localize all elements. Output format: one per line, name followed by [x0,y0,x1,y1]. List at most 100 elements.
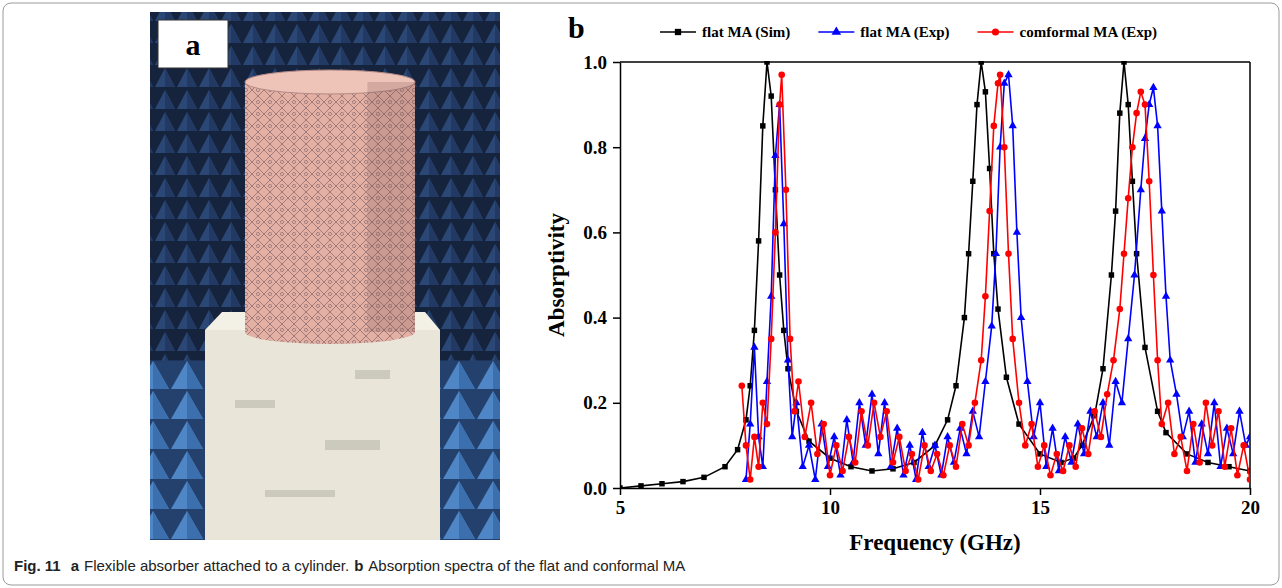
data-point [945,417,950,422]
data-point [880,398,888,405]
caption-letter: b [354,557,363,574]
data-point [858,408,865,415]
data-point [978,357,985,364]
data-point [965,442,972,449]
data-point [978,61,983,65]
data-point [928,468,935,475]
tick-mark [1040,488,1042,495]
tick: 5 [616,488,626,518]
data-point [934,451,941,458]
data-point [1041,442,1048,449]
data-point [768,93,773,98]
data-point [868,389,876,396]
data-point [1022,442,1029,449]
data-point [1165,400,1172,407]
data-point [805,441,813,448]
data-point [906,441,914,448]
data-point [1079,425,1086,432]
data-point [1184,468,1191,475]
data-point [1209,442,1216,449]
data-point [1138,89,1145,96]
data-point [1222,463,1229,470]
tick: 0.6 [583,222,620,243]
data-point [1028,421,1035,428]
data-point [820,421,827,428]
legend-item: flat MA (Sim) [660,24,790,41]
data-point [1009,121,1017,128]
data-point [1004,70,1012,77]
data-point [787,336,794,343]
data-point [972,400,979,407]
data-point [877,434,884,441]
data-point [959,421,966,428]
data-point [839,468,846,475]
data-point [871,400,878,407]
data-point [940,472,947,479]
data-point [1234,472,1241,479]
data-point [776,101,783,108]
data-point [1117,306,1124,313]
data-point [874,449,882,456]
data-point [1104,391,1111,398]
data-point [855,398,863,405]
axis-line [620,63,622,489]
figure: a51015200.00.20.40.60.81.0Frequency (GHz… [0,0,1282,588]
panel-label-box [158,20,228,68]
data-point [1153,121,1161,128]
data-point [701,475,706,480]
data-point [1016,400,1023,407]
series-line [746,75,1250,480]
data-point [997,71,1004,78]
data-point [802,434,809,441]
data-point [1133,110,1140,117]
data-point [995,80,1002,87]
data-point [830,432,838,439]
figure-border [3,3,1279,585]
data-point [1210,398,1218,405]
data-point [1047,472,1054,479]
y-axis: 0.00.20.40.60.81.0 [583,52,620,499]
data-point [1004,375,1009,380]
data-point [966,251,971,256]
data-point [988,321,996,328]
data-point [777,272,782,277]
photo-smudge-1 [325,440,380,450]
tick-mark [613,147,620,149]
data-point [869,468,874,473]
data-point [659,481,664,486]
data-point [772,229,779,236]
data-point [1009,336,1016,343]
tick: 1.0 [583,52,620,73]
data-point [1023,377,1031,384]
tick: 15 [1031,488,1050,518]
series-line [620,62,1250,488]
data-point [781,328,786,333]
data-point [843,415,851,422]
data-point [833,442,840,449]
tick-label: 1.0 [583,52,607,73]
data-point [739,382,746,389]
data-point [1117,110,1122,115]
data-point [768,336,775,343]
caption-label: Fig. 11 [14,557,61,574]
data-point [680,479,685,484]
data-point [1121,250,1128,257]
data-point [1142,101,1149,108]
data-point [896,434,903,441]
data-point [931,441,939,448]
data-point [620,485,623,489]
data-point [1013,228,1021,235]
data-point [1066,442,1073,449]
data-point [1235,407,1243,414]
data-point [735,447,740,452]
tick-mark [613,403,620,405]
tick-label: 0.0 [583,478,607,499]
tick: 0.2 [583,392,620,413]
data-point [1017,313,1025,320]
data-point [893,424,901,431]
tick-mark [1250,488,1252,495]
legend-marker [675,29,681,35]
data-point [1247,476,1250,483]
data-point [1036,398,1044,405]
data-point [1125,102,1130,107]
